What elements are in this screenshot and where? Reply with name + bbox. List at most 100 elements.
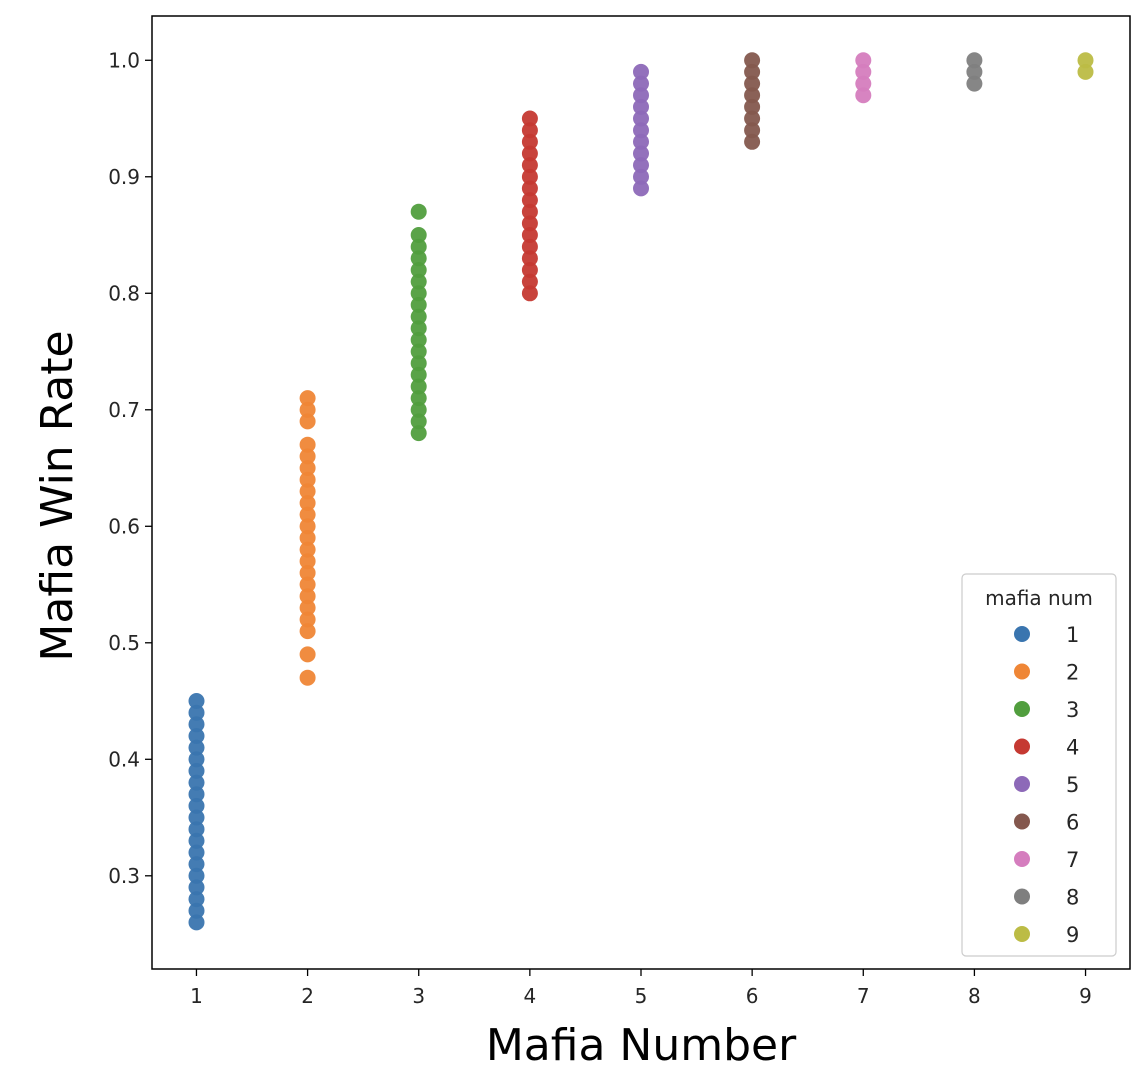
data-point [633,98,649,115]
data-point [633,157,649,174]
data-point [521,238,538,255]
data-point [966,75,983,92]
data-point [633,110,649,127]
data-point [1077,63,1094,80]
y-tick-label: 0.6 [108,514,140,538]
data-point [521,285,538,302]
data-point [410,250,427,267]
data-point [410,227,427,243]
data-point [299,483,316,500]
data-point [521,262,538,278]
legend-label: 6 [1066,811,1079,835]
data-point [521,273,538,290]
legend-marker [1014,813,1030,830]
data-point [410,355,427,372]
data-point [188,844,205,861]
data-point [299,460,316,476]
y-tick-label: 0.9 [108,165,140,189]
x-tick-label: 1 [190,984,203,1008]
data-point [410,203,427,220]
data-point [188,739,205,756]
data-point [188,891,205,908]
data-point [188,762,205,779]
data-point [521,157,538,174]
y-tick-label: 0.8 [108,281,140,305]
data-point [521,227,538,243]
data-point [188,797,205,814]
data-point [299,588,316,605]
data-point [855,75,872,92]
legend-label: 1 [1066,623,1079,647]
data-point [410,262,427,278]
data-point [188,774,205,791]
data-point [299,623,316,640]
y-tick-label: 0.3 [108,864,140,888]
x-tick-label: 5 [635,984,648,1008]
data-point [299,599,316,616]
y-axis-ticks: 0.3 0.4 0.5 0.6 0.7 0.8 0.9 1.0 [108,48,152,888]
data-point [188,821,205,838]
data-point [299,506,316,523]
legend-marker [1014,738,1030,755]
data-point [521,168,538,185]
y-tick-label: 0.5 [108,631,140,655]
data-point [633,133,649,150]
data-point [966,63,983,80]
data-point [410,390,427,407]
data-point [633,180,649,197]
data-point [633,145,649,162]
x-tick-label: 3 [412,984,425,1008]
y-axis-label: Mafia Win Rate [32,330,83,661]
data-point [521,122,538,139]
x-tick-label: 6 [746,984,759,1008]
y-tick-label: 0.7 [108,398,140,422]
data-point [299,471,316,488]
data-point [410,308,427,325]
data-point [188,809,205,826]
data-point [744,98,761,115]
data-point [299,553,316,570]
data-point [521,203,538,220]
data-point [188,786,205,803]
data-point [410,378,427,395]
data-point [744,133,761,150]
x-tick-label: 4 [523,984,536,1008]
x-tick-label: 9 [1079,984,1092,1008]
x-tick-label: 8 [968,984,981,1008]
data-point [521,192,538,209]
legend-marker [1014,926,1030,942]
legend-items: 1 2 3 4 5 6 7 8 9 [1014,623,1079,947]
data-point [299,529,316,546]
data-point [188,728,205,744]
data-point [633,168,649,185]
legend-marker [1014,663,1030,680]
data-point [744,122,761,139]
data-point [299,576,316,593]
data-point [299,518,316,535]
data-point [744,75,761,92]
data-point [299,669,316,686]
legend-marker [1014,851,1030,867]
y-tick-label: 0.4 [108,747,140,771]
legend-label: 8 [1066,886,1079,910]
data-point [744,52,761,69]
data-point [410,296,427,313]
legend-label: 2 [1066,661,1079,685]
x-tick-label: 7 [857,984,870,1008]
data-point [521,250,538,267]
legend-label: 3 [1066,698,1079,722]
data-point [188,751,205,768]
x-axis-label: Mafia Number [486,1020,797,1071]
data-point [966,52,983,69]
legend-frame [961,573,1117,957]
x-tick-label: 2 [301,984,314,1008]
data-point [299,390,316,407]
data-point [744,63,761,80]
legend-marker [1014,626,1030,642]
data-point [299,564,316,581]
data-point [744,87,761,104]
data-point [855,63,872,80]
data-point [855,52,872,69]
data-point [521,215,538,232]
legend-label: 5 [1066,773,1079,797]
